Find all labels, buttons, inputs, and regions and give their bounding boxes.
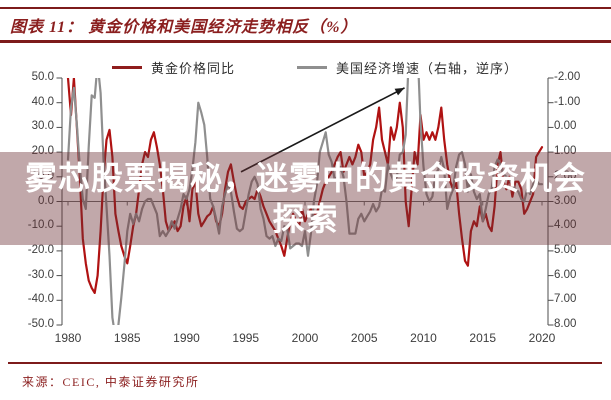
right-axis-tick-label: 2.00 (554, 169, 577, 182)
right-axis-tick-label: 5.00 (554, 243, 577, 256)
arrow-head-icon (394, 87, 405, 96)
overlay-banner-text-line1: 雾芯股票揭秘，迷雾中的黄金投资机会 (24, 158, 586, 197)
legend-label-gold: 黄金价格同比 (151, 61, 236, 76)
left-axis-tick-label: -30.0 (27, 268, 54, 281)
right-axis-tick-label: 0.00 (554, 120, 577, 133)
left-axis-tick-label: -50.0 (27, 318, 54, 330)
overlay-banner-text-line2: 探索 (272, 199, 339, 238)
x-axis-tick-label: 1980 (54, 331, 82, 345)
right-axis-tick-label: 1.00 (554, 145, 577, 158)
left-axis-tick-label: 50.0 (31, 71, 54, 83)
x-axis-tick-label: 1995 (232, 331, 260, 345)
gold-line-swatch (112, 66, 142, 69)
source-note: 来源：CEIC, 中泰证券研究所 (22, 375, 200, 389)
footer-rule (8, 362, 602, 364)
chart-legend: 黄金价格同比 美国经济增速（右轴，逆序） (112, 58, 518, 77)
right-axis-tick-label: 3.00 (554, 194, 577, 207)
right-axis-tick-label: 6.00 (554, 268, 577, 281)
x-axis-tick-label: 2010 (410, 331, 437, 345)
right-axis-tick-label: -2.00 (554, 71, 581, 83)
left-axis-tick-label: 30.0 (31, 120, 54, 133)
left-axis-tick-label: -20.0 (27, 243, 54, 256)
legend-label-us-gdp: 美国经济增速（右轴，逆序） (336, 61, 519, 76)
x-axis-tick-label: 2000 (291, 331, 319, 345)
left-axis-tick-label: 40.0 (31, 95, 54, 108)
figure-title: 图表 11： 黄金价格和美国经济走势相反（%） (10, 19, 358, 36)
left-axis-tick-label: -10.0 (27, 219, 54, 232)
x-axis-tick-label: 1985 (113, 331, 141, 345)
x-axis-tick-label: 2015 (469, 331, 497, 345)
header-bottom-rule (0, 40, 611, 43)
right-axis-tick-label: 4.00 (554, 219, 577, 232)
right-axis-tick-label: -1.00 (554, 95, 581, 108)
series-line-us-gdp (66, 78, 544, 325)
legend-item-gold: 黄金价格同比 (112, 58, 235, 77)
overlay-banner: 雾芯股票揭秘，迷雾中的黄金投资机会 探索 (0, 152, 611, 245)
header-top-rule (0, 7, 611, 9)
left-axis-tick-label: 20.0 (31, 145, 54, 158)
x-axis-tick-label: 2020 (528, 331, 556, 345)
left-axis-tick-label: -40.0 (27, 293, 54, 306)
series-line-gold (66, 78, 544, 294)
us-gdp-line-swatch (297, 66, 328, 69)
left-axis-tick-label: 10.0 (31, 169, 54, 182)
x-axis-tick-label: 2005 (350, 331, 378, 345)
right-axis-tick-label: 7.00 (554, 293, 577, 306)
legend-item-us-gdp: 美国经济增速（右轴，逆序） (297, 58, 518, 77)
x-axis-tick-label: 1990 (173, 331, 200, 345)
left-axis-tick-label: 0.0 (38, 194, 54, 207)
right-axis-tick-label: 8.00 (554, 318, 577, 330)
